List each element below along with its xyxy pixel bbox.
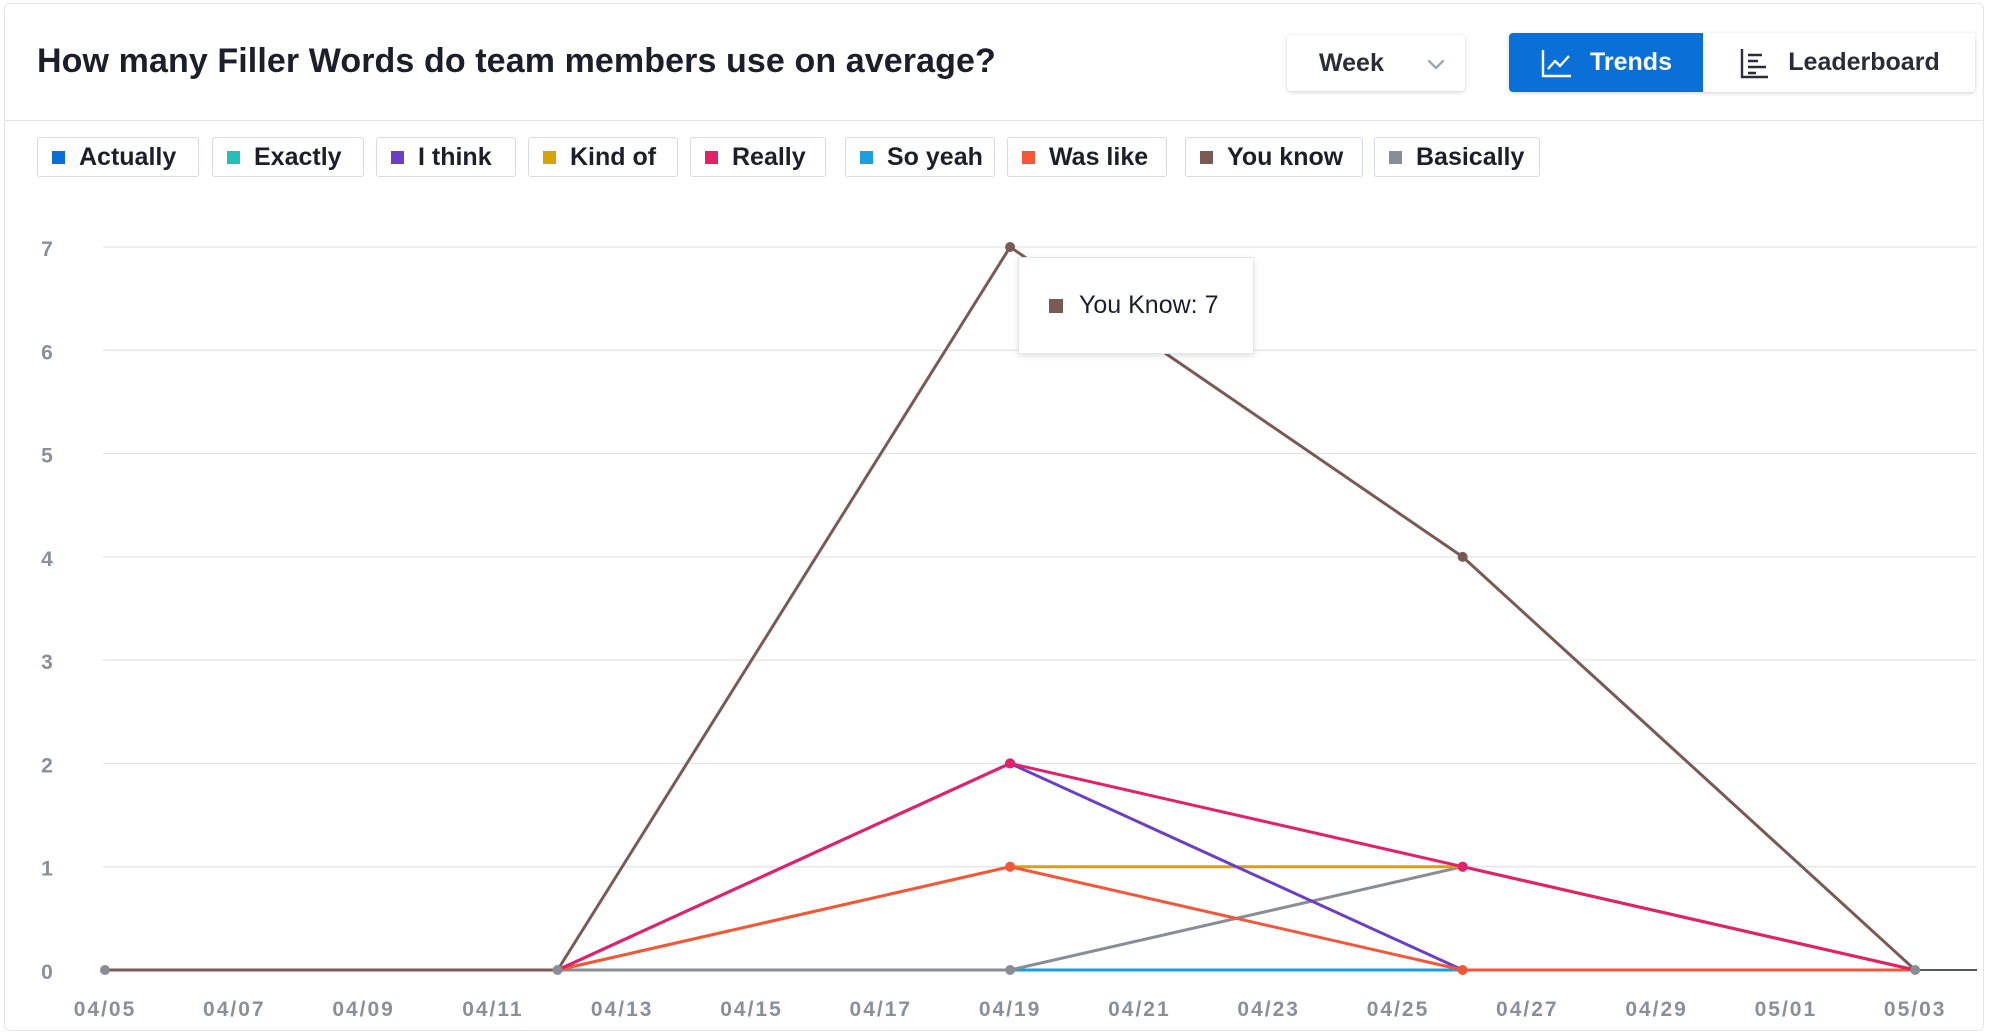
legend-label: So yeah xyxy=(887,142,983,171)
x-tick-label: 04/05 xyxy=(74,998,137,1021)
y-tick-label: 2 xyxy=(41,754,53,777)
chart-card: How many Filler Words do team members us… xyxy=(4,3,1984,1031)
period-select[interactable]: Week xyxy=(1287,35,1465,91)
legend-item[interactable]: You know xyxy=(1185,137,1363,177)
series-line xyxy=(105,865,1916,972)
trends-button[interactable]: Trends xyxy=(1509,33,1703,92)
y-tick-label: 6 xyxy=(41,341,53,364)
y-tick-label: 0 xyxy=(41,961,53,984)
view-toggle: Trends Leaderboard xyxy=(1509,33,1975,92)
legend-swatch xyxy=(1389,150,1402,164)
line-chart-plot: 0 1 2 3 4 5 6 7 04/05 04/07 04/09 04/11 04/13 04/15 04… xyxy=(41,238,1977,1021)
x-tick-label: 04/21 xyxy=(1108,998,1171,1021)
tooltip-text: You Know: 7 xyxy=(1079,291,1219,319)
data-point[interactable] xyxy=(552,965,563,975)
period-select-value: Week xyxy=(1319,48,1384,77)
y-tick-label: 1 xyxy=(41,858,53,881)
legend-label: Kind of xyxy=(570,142,657,171)
chart-tooltip: You Know: 7 xyxy=(1018,257,1254,354)
x-tick-label: 04/15 xyxy=(720,998,783,1021)
legend-label: Actually xyxy=(79,142,177,171)
x-tick-label: 05/01 xyxy=(1755,998,1818,1021)
tooltip-value: 7 xyxy=(1204,291,1219,319)
legend-item[interactable]: Was like xyxy=(1007,137,1167,177)
series-line xyxy=(105,865,1916,972)
y-tick-label: 7 xyxy=(41,238,53,261)
y-tick-label: 3 xyxy=(41,651,53,674)
data-point[interactable] xyxy=(100,965,110,975)
x-tick-label: 04/29 xyxy=(1625,998,1688,1021)
x-tick-label: 04/19 xyxy=(979,998,1042,1021)
legend-swatch xyxy=(227,150,240,164)
x-tick-label: 04/09 xyxy=(332,998,395,1021)
x-tick-label: 04/11 xyxy=(462,998,523,1021)
leaderboard-button[interactable]: Leaderboard xyxy=(1703,33,1975,92)
data-point[interactable] xyxy=(1005,965,1016,975)
x-tick-label: 04/17 xyxy=(850,998,913,1021)
legend-item[interactable]: Actually xyxy=(37,137,199,177)
x-tick-label: 04/13 xyxy=(591,998,654,1021)
data-point[interactable] xyxy=(1457,551,1468,562)
legend-item[interactable]: Basically xyxy=(1374,137,1540,177)
tooltip-series: You Know xyxy=(1079,291,1191,319)
legend-item[interactable]: So yeah xyxy=(845,137,995,177)
data-point[interactable] xyxy=(1457,861,1468,872)
series-line xyxy=(105,245,1917,972)
x-tick-label: 04/23 xyxy=(1237,998,1300,1021)
x-tick-label: 04/07 xyxy=(203,998,266,1021)
legend-swatch xyxy=(705,150,718,164)
legend-label: Really xyxy=(732,142,806,171)
data-point[interactable] xyxy=(1005,758,1016,769)
legend-swatch xyxy=(391,150,404,164)
y-tick-label: 4 xyxy=(41,548,53,571)
legend-swatch xyxy=(52,150,65,164)
chart-header: How many Filler Words do team members us… xyxy=(5,4,1983,121)
legend-label: You know xyxy=(1227,142,1344,171)
legend-label: Was like xyxy=(1049,142,1149,171)
data-point[interactable] xyxy=(1005,242,1016,252)
y-tick-label: 5 xyxy=(41,445,53,468)
series-line xyxy=(105,865,1916,972)
leaderboard-label: Leaderboard xyxy=(1788,48,1940,76)
line-chart-icon xyxy=(1541,49,1571,77)
legend-swatch xyxy=(1022,150,1035,164)
legend-label: Basically xyxy=(1416,142,1525,171)
tooltip-swatch xyxy=(1049,298,1063,313)
chevron-down-icon xyxy=(1427,59,1445,70)
bar-list-icon xyxy=(1741,48,1769,78)
x-tick-label: 04/27 xyxy=(1496,998,1559,1021)
trends-label: Trends xyxy=(1590,48,1672,76)
legend-swatch xyxy=(1200,150,1213,164)
x-tick-label: 05/03 xyxy=(1884,998,1947,1021)
legend-item[interactable]: Kind of xyxy=(528,137,678,177)
data-point[interactable] xyxy=(1910,965,1921,975)
legend-item[interactable]: Really xyxy=(690,137,826,177)
data-point[interactable] xyxy=(1005,861,1016,872)
legend-swatch xyxy=(860,150,873,164)
legend-label: I think xyxy=(418,142,492,171)
legend-item[interactable]: Exactly xyxy=(212,137,364,177)
legend-item[interactable]: I think xyxy=(376,137,516,177)
x-tick-label: 04/25 xyxy=(1367,998,1430,1021)
chart-title: How many Filler Words do team members us… xyxy=(37,42,996,80)
legend-label: Exactly xyxy=(254,142,342,171)
legend-swatch xyxy=(543,150,556,164)
data-point[interactable] xyxy=(1457,965,1468,975)
